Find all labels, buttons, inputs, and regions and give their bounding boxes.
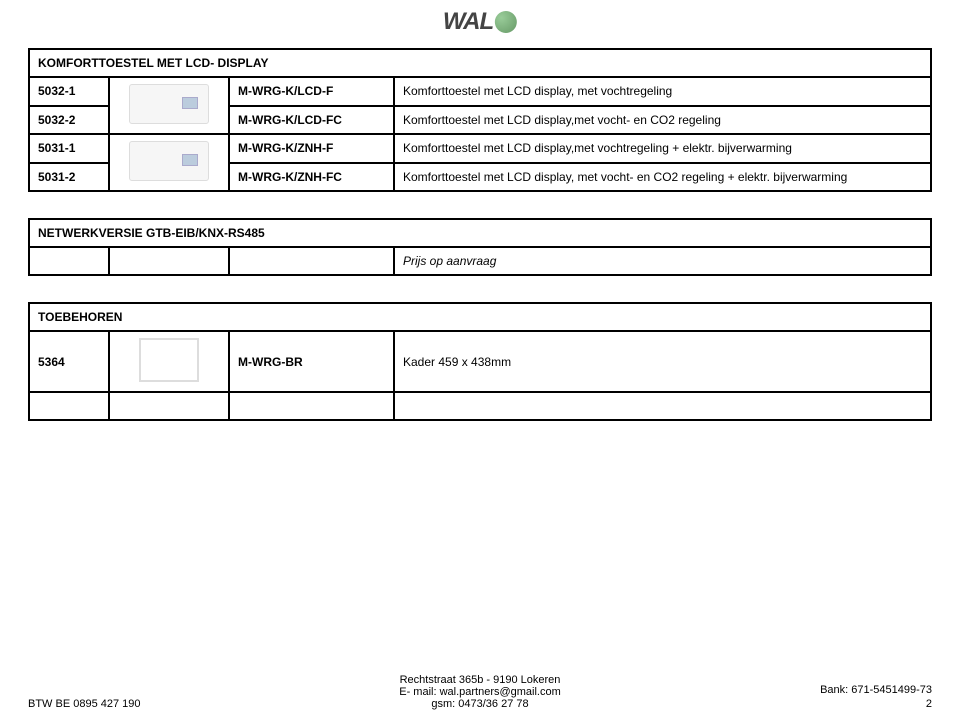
product-icon — [129, 141, 209, 181]
table-row: 5031-1 M-WRG-K/ZNH-F Komforttoestel met … — [29, 134, 931, 163]
model-cell: M-WRG-K/ZNH-F — [229, 134, 394, 163]
image-cell — [109, 331, 229, 392]
desc-cell: Kader 459 x 438mm — [394, 331, 931, 392]
footer-phone: gsm: 0473/36 27 78 — [399, 698, 561, 710]
empty-cell — [109, 392, 229, 420]
desc-cell: Komforttoestel met LCD display, met voch… — [394, 77, 931, 106]
desc-cell: Komforttoestel met LCD display,met vocht… — [394, 134, 931, 163]
frame-icon — [139, 338, 199, 382]
footer-bank: Bank: 671-5451499-73 — [820, 684, 932, 696]
footer-left: BTW BE 0895 427 190 — [28, 698, 141, 710]
page-footer: BTW BE 0895 427 190 Rechtstraat 365b - 9… — [28, 684, 932, 710]
empty-cell — [29, 392, 109, 420]
section2-title: NETWERKVERSIE GTB-EIB/KNX-RS485 — [28, 218, 932, 246]
code-cell: 5032-1 — [29, 77, 109, 106]
page-number: 2 — [820, 698, 932, 710]
empty-cell — [29, 247, 109, 275]
footer-center: Rechtstraat 365b - 9190 Lokeren E- mail:… — [399, 674, 561, 710]
model-cell: M-WRG-K/LCD-F — [229, 77, 394, 106]
empty-cell — [109, 247, 229, 275]
empty-cell — [394, 392, 931, 420]
section3-table: 5364 M-WRG-BR Kader 459 x 438mm — [28, 330, 932, 421]
code-cell: 5364 — [29, 331, 109, 392]
section3-title: TOEBEHOREN — [28, 302, 932, 330]
table-row — [29, 392, 931, 420]
code-cell: 5031-2 — [29, 163, 109, 192]
image-cell — [109, 77, 229, 134]
footer-address: Rechtstraat 365b - 9190 Lokeren — [399, 674, 561, 686]
model-cell: M-WRG-K/LCD-FC — [229, 106, 394, 135]
note-cell: Prijs op aanvraag — [394, 247, 931, 275]
logo-icon — [495, 11, 517, 33]
logo-text: WAL — [443, 8, 493, 36]
section1-title: KOMFORTTOESTEL MET LCD- DISPLAY — [28, 48, 932, 76]
table-row: 5364 M-WRG-BR Kader 459 x 438mm — [29, 331, 931, 392]
table-row: 5032-1 M-WRG-K/LCD-F Komforttoestel met … — [29, 77, 931, 106]
section2-table: Prijs op aanvraag — [28, 246, 932, 276]
code-cell: 5032-2 — [29, 106, 109, 135]
model-cell: M-WRG-BR — [229, 331, 394, 392]
image-cell — [109, 134, 229, 191]
logo: WAL — [443, 8, 517, 36]
section1-table: 5032-1 M-WRG-K/LCD-F Komforttoestel met … — [28, 76, 932, 192]
code-cell: 5031-1 — [29, 134, 109, 163]
table-row: Prijs op aanvraag — [29, 247, 931, 275]
page-content: KOMFORTTOESTEL MET LCD- DISPLAY 5032-1 M… — [28, 48, 932, 447]
footer-right: Bank: 671-5451499-73 2 — [820, 684, 932, 710]
product-icon — [129, 84, 209, 124]
desc-cell: Komforttoestel met LCD display,met vocht… — [394, 106, 931, 135]
model-cell: M-WRG-K/ZNH-FC — [229, 163, 394, 192]
empty-cell — [229, 392, 394, 420]
empty-cell — [229, 247, 394, 275]
desc-cell: Komforttoestel met LCD display, met voch… — [394, 163, 931, 192]
footer-email: E- mail: wal.partners@gmail.com — [399, 686, 561, 698]
